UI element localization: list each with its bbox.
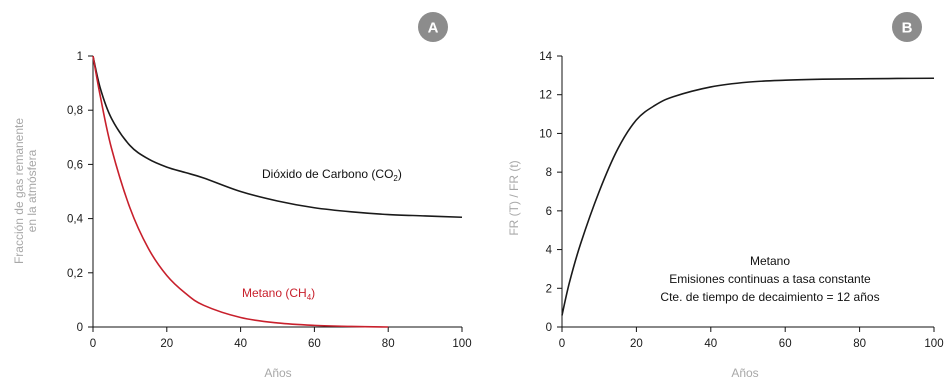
- panel-a-y-tick-label: 0,8: [67, 105, 83, 117]
- panel-b-y-tick-label: 2: [546, 283, 552, 295]
- co2-label-subscript: 2: [393, 174, 398, 183]
- panel-a-x-tick-label: 20: [160, 338, 173, 350]
- panel-a-series-line-1: [92, 55, 389, 328]
- panel-a-y-tick-label: 0,4: [67, 214, 84, 226]
- co2-series-label: Dióxido de Carbono (CO2): [262, 167, 402, 183]
- panel-b-badge-letter: B: [902, 20, 913, 37]
- panel-a-x-ticks: 0 20 40 60 80 100: [90, 327, 472, 350]
- panel-b-y-tick-label: 10: [539, 128, 552, 140]
- panel-a: A 0 20 40 60 80 100 0 0,2 0,4 0,6 0,8 1 Años Fracc…: [12, 12, 472, 380]
- ch4-label-main: Metano (CH: [242, 286, 307, 300]
- annotation-line-1: Metano: [750, 254, 790, 268]
- panel-a-x-tick-label: 40: [234, 338, 247, 350]
- panel-b-x-tick-label: 0: [559, 338, 565, 350]
- panel-b-x-axis-label: Años: [731, 366, 758, 380]
- panel-a-badge-letter: A: [428, 20, 439, 37]
- panel-a-y-axis-label-line-1: Fracción de gas remanente: [12, 118, 26, 264]
- panel-a-y-ticks: 0 0,2 0,4 0,6 0,8 1: [67, 51, 93, 334]
- panel-b-y-axis-label: FR (T) / FR (t): [507, 160, 521, 235]
- panel-b-x-tick-label: 80: [853, 338, 866, 350]
- panel-b-series: [561, 77, 935, 316]
- panel-a-series: [92, 55, 463, 328]
- panel-a-y-axis-label: Fracción de gas remanente en la atmósfer…: [12, 118, 39, 264]
- panel-a-x-axis-label: Años: [264, 366, 291, 380]
- annotation-line-3: Cte. de tiempo de decaimiento = 12 años: [660, 290, 879, 304]
- ch4-series-label: Metano (CH4): [242, 286, 315, 302]
- panel-b-series-line-0: [561, 77, 935, 316]
- co2-label-main: Dióxido de Carbono (CO: [262, 167, 393, 181]
- panel-b-x-ticks: 0 20 40 60 80 100: [559, 327, 944, 350]
- panel-b-y-tick-label: 14: [539, 51, 552, 63]
- panel-b-y-ticks: 0 2 4 6 8 10 12 14: [539, 51, 562, 334]
- panel-b-y-tick-label: 8: [546, 167, 552, 179]
- panel-b-x-tick-label: 60: [779, 338, 792, 350]
- panel-a-x-tick-label: 100: [452, 338, 471, 350]
- panel-b-y-tick-label: 0: [546, 322, 552, 334]
- co2-label-end: ): [398, 167, 402, 181]
- panel-b-badge: B: [892, 12, 922, 42]
- panel-b-y-tick-label: 12: [539, 90, 552, 102]
- panel-b-y-tick-label: 4: [546, 245, 553, 257]
- panel-a-badge-circle: [418, 12, 448, 42]
- panel-a-y-axis-label-line-2: en la atmósfera: [25, 149, 39, 232]
- ch4-label-end: ): [311, 286, 315, 300]
- panel-b-y-tick-label: 6: [546, 206, 552, 218]
- panel-a-x-tick-label: 80: [382, 338, 395, 350]
- panel-a-badge: A: [418, 12, 448, 42]
- panel-a-y-tick-label: 0,6: [67, 159, 83, 171]
- panel-b-annotation: Metano Emisiones continuas a tasa consta…: [660, 254, 879, 304]
- panel-a-x-tick-label: 0: [90, 338, 96, 350]
- panel-a-series-line-0: [92, 55, 463, 219]
- panel-a-y-tick-label: 0,2: [67, 268, 83, 280]
- panel-b: B 0 20 40 60 80 100 0 2 4 6 8 10 12 14 Años FR (T) /…: [507, 12, 944, 380]
- panel-b-x-tick-label: 20: [630, 338, 643, 350]
- panel-a-x-tick-label: 60: [308, 338, 321, 350]
- panel-b-badge-circle: [892, 12, 922, 42]
- annotation-line-2: Emisiones continuas a tasa constante: [669, 272, 871, 286]
- ch4-label-subscript: 4: [307, 293, 312, 302]
- panel-b-x-tick-label: 40: [704, 338, 717, 350]
- panel-b-x-tick-label: 100: [924, 338, 943, 350]
- panel-a-y-tick-label: 0: [77, 322, 83, 334]
- panel-a-y-tick-label: 1: [77, 51, 83, 63]
